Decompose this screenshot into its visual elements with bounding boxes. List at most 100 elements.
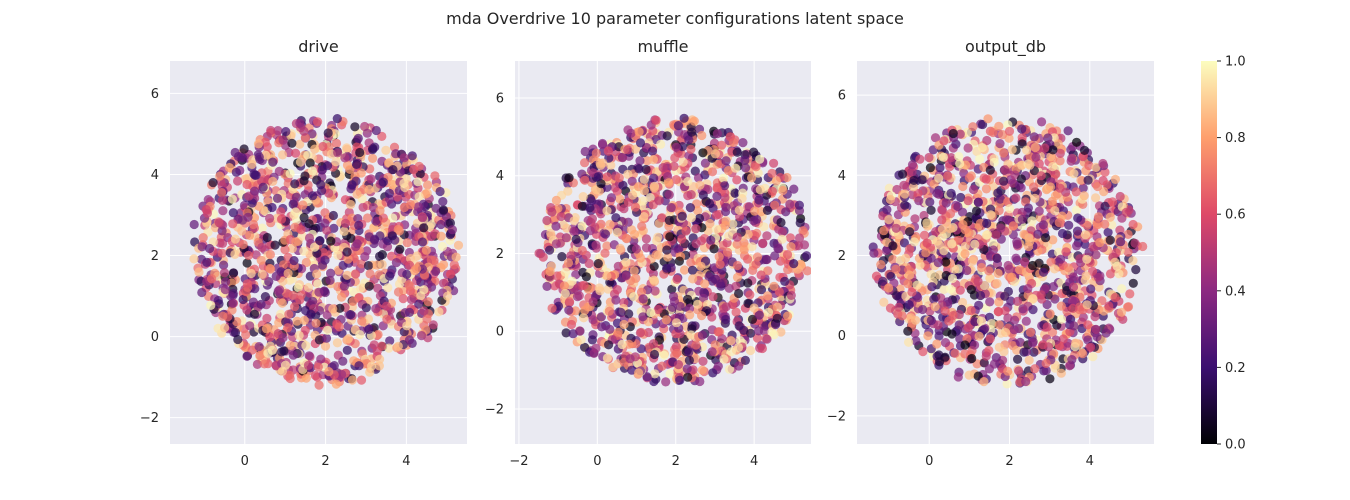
scatter-point bbox=[750, 206, 760, 216]
scatter-point bbox=[960, 340, 970, 350]
scatter-point bbox=[256, 255, 266, 265]
scatter-point bbox=[299, 212, 309, 223]
scatter-point bbox=[754, 310, 764, 320]
scatter-point bbox=[326, 236, 336, 246]
scatter-point bbox=[219, 260, 229, 270]
scatter-point bbox=[1078, 183, 1088, 193]
scatter-point bbox=[328, 210, 338, 221]
scatter-point bbox=[315, 236, 325, 246]
x-tick-label: 2 bbox=[672, 454, 680, 469]
scatter-point bbox=[721, 314, 731, 325]
scatter-point bbox=[733, 342, 744, 353]
scatter-point bbox=[602, 353, 613, 363]
scatter-point bbox=[238, 239, 248, 250]
y-tick-label: 4 bbox=[496, 169, 504, 184]
scatter-point bbox=[328, 304, 338, 314]
scatter-point bbox=[613, 261, 623, 271]
scatter-point bbox=[913, 293, 923, 303]
scatter-point bbox=[1063, 263, 1073, 273]
scatter-point bbox=[1050, 294, 1060, 304]
scatter-point bbox=[377, 341, 387, 351]
scatter-point bbox=[1069, 169, 1079, 179]
y-tick-label: 4 bbox=[838, 169, 846, 184]
scatter-point bbox=[658, 163, 668, 173]
scatter-point bbox=[973, 197, 983, 207]
scatter-point bbox=[967, 353, 977, 364]
scatter-point bbox=[996, 223, 1006, 233]
scatter-point bbox=[247, 345, 257, 355]
scatter-point bbox=[247, 198, 257, 208]
scatter-point bbox=[993, 188, 1003, 198]
scatter-point bbox=[968, 122, 978, 132]
scatter-point bbox=[265, 332, 275, 342]
scatter-points bbox=[868, 114, 1148, 389]
scatter-point bbox=[357, 316, 367, 326]
scatter-point bbox=[252, 359, 262, 369]
scatter-point bbox=[213, 323, 223, 333]
scatter-point bbox=[987, 319, 997, 329]
scatter-point bbox=[622, 234, 632, 244]
scatter-point bbox=[313, 362, 323, 372]
scatter-point bbox=[709, 244, 719, 254]
scatter-point bbox=[334, 322, 344, 332]
x-tick-label: 4 bbox=[750, 454, 758, 469]
scatter-point bbox=[600, 248, 610, 258]
scatter-point bbox=[1009, 325, 1019, 335]
scatter-point bbox=[266, 125, 276, 136]
scatter-point bbox=[677, 234, 687, 244]
scatter-point bbox=[1036, 290, 1046, 300]
scatter-point bbox=[218, 206, 228, 216]
scatter-point bbox=[689, 116, 699, 126]
scatter-point bbox=[393, 224, 403, 235]
scatter-point bbox=[384, 343, 394, 353]
scatter-point bbox=[256, 299, 266, 309]
scatter-point bbox=[322, 161, 333, 171]
scatter-point bbox=[948, 128, 958, 139]
scatter-point bbox=[593, 259, 603, 269]
scatter-point bbox=[1110, 293, 1120, 303]
scatter-point bbox=[641, 243, 652, 253]
scatter-point bbox=[614, 173, 624, 183]
scatter-point bbox=[1080, 275, 1090, 285]
scatter-point bbox=[1073, 213, 1083, 223]
scatter-point bbox=[705, 199, 715, 209]
scatter-point bbox=[665, 369, 675, 379]
scatter-point bbox=[1092, 332, 1102, 342]
scatter-point bbox=[1086, 284, 1096, 294]
scatter-point bbox=[384, 188, 394, 198]
scatter-point bbox=[901, 253, 911, 263]
scatter-point bbox=[439, 278, 449, 288]
x-tick-label: 2 bbox=[1005, 454, 1013, 469]
scatter-point bbox=[923, 331, 933, 341]
scatter-point bbox=[588, 315, 598, 325]
scatter-point bbox=[1056, 301, 1066, 311]
scatter-point bbox=[551, 239, 561, 249]
scatter-point bbox=[937, 224, 948, 234]
scatter-point bbox=[985, 165, 995, 175]
scatter-point bbox=[214, 299, 224, 309]
tick-labels: 0 2 4 −2 0 2 4 6 bbox=[827, 89, 1094, 469]
scatter-point bbox=[375, 354, 385, 364]
scatter-point bbox=[761, 254, 771, 265]
scatter-point bbox=[361, 303, 371, 313]
scatter-point bbox=[968, 184, 979, 195]
scatter-point bbox=[650, 369, 660, 379]
scatter-point bbox=[1014, 366, 1024, 376]
scatter-point bbox=[686, 213, 697, 223]
scatter-point bbox=[346, 199, 356, 210]
scatter-point bbox=[291, 148, 301, 158]
scatter-point bbox=[259, 205, 269, 215]
scatter-point bbox=[1103, 227, 1113, 237]
scatter-point bbox=[693, 299, 703, 309]
scatter-point bbox=[926, 269, 936, 279]
scatter-point bbox=[1123, 229, 1133, 239]
scatter-point bbox=[1093, 272, 1103, 282]
scatter-point bbox=[355, 147, 365, 158]
scatter-point bbox=[242, 279, 252, 289]
scatter-point bbox=[356, 259, 367, 269]
scatter-point bbox=[669, 161, 679, 171]
scatter-point bbox=[585, 226, 595, 236]
colorbar-tick-label: 0.8 bbox=[1225, 131, 1246, 146]
scatter-point bbox=[214, 218, 224, 228]
scatter-point bbox=[638, 196, 648, 206]
